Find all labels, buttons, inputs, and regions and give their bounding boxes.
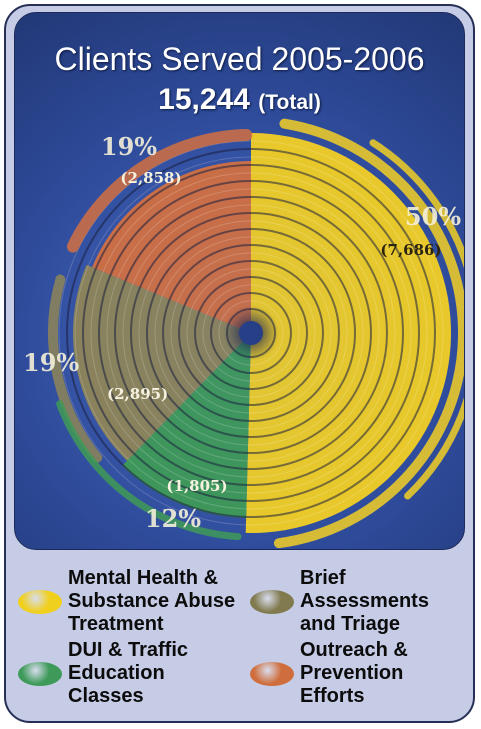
legend-label-mental-health: Mental Health & Substance Abuse Treatmen…: [68, 567, 235, 636]
legend-line: and Triage: [300, 613, 401, 635]
ring-groove: [122, 204, 380, 462]
legend-item-outreach: Outreach & Prevention Efforts: [250, 639, 408, 708]
ring-groove: [170, 252, 332, 414]
legend-item-brief-assessments: Brief Assessments and Triage: [250, 567, 429, 636]
percent-label-0: 50%: [405, 202, 461, 231]
chart-total: 15,244 (Total): [15, 83, 464, 117]
legend-label-outreach: Outreach & Prevention Efforts: [300, 639, 408, 708]
count-label-0: (7,686): [380, 241, 441, 259]
legend-line: Treatment: [68, 613, 164, 635]
total-suffix: (Total): [258, 91, 321, 114]
legend-line: Prevention: [300, 662, 404, 684]
count-label-3: (2,858): [120, 169, 181, 187]
spiral-pie-chart: 50% (7,686) 12% (1,805) 19% (2,895) 19% (2,858): [23, 118, 464, 549]
swirl-arc: [66, 129, 253, 253]
legend-line: Outreach &: [300, 639, 408, 661]
legend-swatch-dui: [18, 661, 62, 686]
ring-groove: [226, 308, 276, 358]
legend-swatch-mental-health: [18, 589, 62, 614]
swirl-arc: [48, 274, 103, 463]
legend-item-dui: DUI & Traffic Education Classes: [18, 639, 188, 708]
legend-line: DUI & Traffic: [68, 639, 189, 661]
ring-groove: [178, 260, 324, 406]
ring-groove: [90, 172, 412, 494]
center-hole: [239, 321, 263, 345]
legend-line: Brief: [300, 567, 346, 589]
ring-groove: [202, 284, 300, 382]
count-label-1: (1,805): [166, 477, 227, 495]
count-label-2: (2,895): [107, 385, 168, 403]
legend-item-mental-health: Mental Health & Substance Abuse Treatmen…: [18, 567, 235, 636]
percent-label-1: 12%: [145, 504, 201, 533]
legend-swatch-brief-assessments: [250, 589, 294, 614]
legend-line: Assessments: [300, 590, 429, 612]
ring-groove: [98, 180, 404, 486]
ring-groove: [130, 212, 372, 454]
ring-groove: [138, 220, 364, 446]
legend-label-dui: DUI & Traffic Education Classes: [68, 639, 188, 708]
legend-line: Efforts: [300, 685, 365, 707]
pie-slice-2: [73, 264, 251, 461]
ring-groove: [82, 164, 420, 502]
ring-groove: [114, 196, 388, 470]
ring-groove: [210, 292, 292, 374]
ring-groove: [66, 148, 436, 518]
ring-groove: [58, 140, 444, 526]
legend-line: Mental Health &: [68, 567, 219, 589]
total-value: 15,244: [158, 83, 250, 116]
ring-groove: [218, 300, 284, 366]
legend-line: Classes: [68, 685, 144, 707]
legend-label-brief-assessments: Brief Assessments and Triage: [300, 567, 429, 636]
pie-slice-0: [245, 133, 452, 533]
percent-label-3: 19%: [101, 132, 157, 161]
chart-panel: Clients Served 2005-2006 15,244 (Total) …: [14, 12, 465, 550]
percent-label-2: 19%: [23, 348, 79, 377]
ring-groove: [74, 156, 428, 510]
legend-line: Substance Abuse: [68, 590, 236, 612]
swirl-arc: [369, 139, 464, 500]
ring-groove: [146, 228, 356, 438]
chart-card: Clients Served 2005-2006 15,244 (Total) …: [4, 4, 475, 723]
ring-groove: [154, 236, 348, 430]
ring-groove: [162, 244, 340, 422]
ring-groove: [186, 268, 316, 398]
ring-groove: [106, 188, 396, 478]
pie-slice-3: [92, 160, 251, 333]
swirl-arc: [56, 400, 242, 541]
chart-title: Clients Served 2005-2006: [54, 41, 425, 77]
legend-line: Education: [68, 662, 165, 684]
swirl-arc: [273, 118, 464, 549]
ring-groove: [194, 276, 308, 390]
legend-swatch-outreach: [250, 661, 294, 686]
